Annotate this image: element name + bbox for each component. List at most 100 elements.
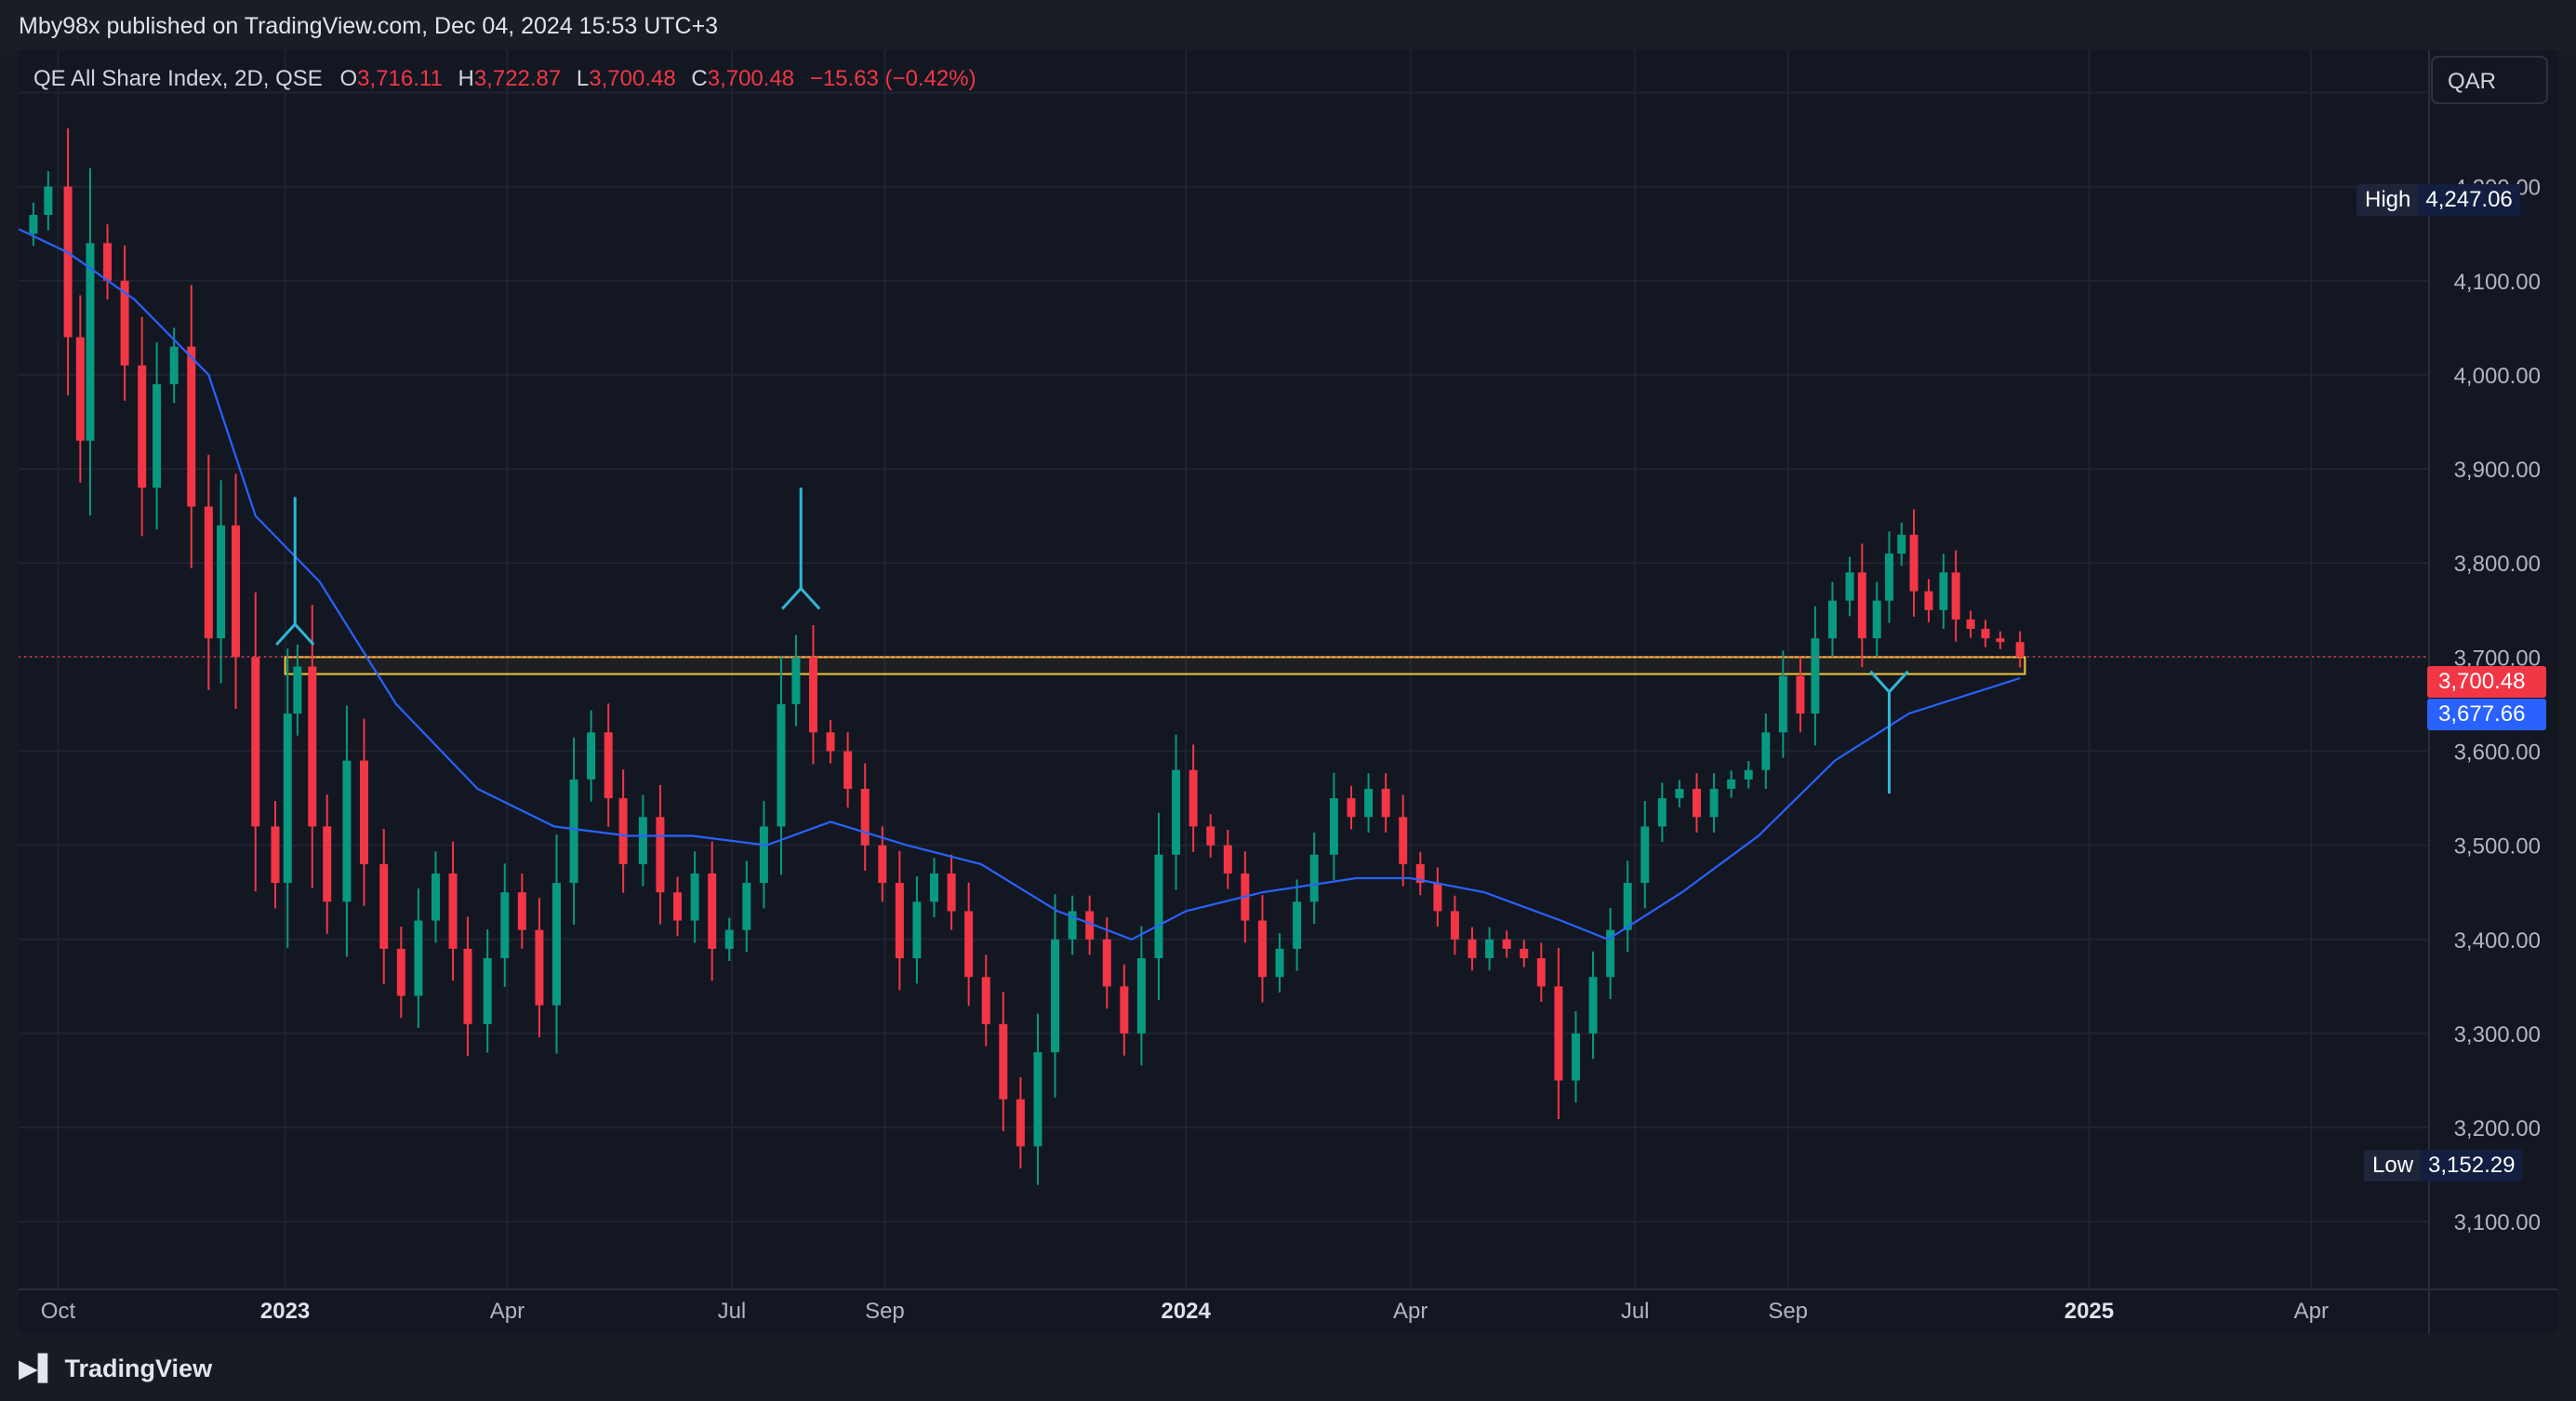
candle-body: [587, 732, 596, 780]
candle-body: [1845, 572, 1854, 601]
candle-body: [232, 525, 241, 658]
candle-body: [1206, 826, 1215, 846]
candle-body: [947, 873, 956, 912]
candle-body: [1309, 854, 1319, 902]
candle-body: [1897, 534, 1906, 554]
candle-body: [1924, 591, 1933, 610]
candle-body: [964, 911, 974, 978]
candle-body: [1796, 675, 1805, 714]
candle-body: [1415, 863, 1425, 884]
candle-body: [1554, 986, 1563, 1081]
candle-body: [1588, 977, 1598, 1034]
candle-body: [808, 657, 817, 733]
candle-body: [153, 384, 162, 488]
y-tick-label: 4,000.00: [2454, 364, 2541, 389]
y-tick-label: 4,100.00: [2454, 270, 2541, 295]
candle-body: [618, 798, 628, 864]
candle-body: [379, 863, 389, 949]
candle-body: [1872, 600, 1881, 639]
candle-body: [187, 346, 196, 507]
candle-body: [1033, 1052, 1042, 1147]
arrow-down-head: [275, 621, 315, 646]
candle-body: [1939, 572, 1948, 610]
candle-body: [204, 506, 213, 639]
x-tick-label: 2023: [260, 1299, 310, 1324]
high-tag-label: High: [2365, 187, 2411, 212]
moving-average-line: [19, 228, 2021, 941]
candle-body: [981, 977, 990, 1024]
candle-body: [791, 657, 801, 704]
candle-body: [1102, 939, 1111, 987]
candle-body: [1399, 817, 1408, 864]
candle-body: [463, 948, 472, 1024]
candle-body: [1257, 920, 1267, 978]
candle-body: [1909, 534, 1919, 592]
candle-body: [1857, 572, 1866, 639]
x-tick-label: Apr: [490, 1299, 524, 1324]
candle-body: [724, 929, 734, 949]
candle-body: [638, 817, 647, 864]
candle-body: [1068, 911, 1077, 940]
change-value: −15.63 (−0.42%): [809, 66, 976, 91]
x-tick-label: Sep: [865, 1299, 905, 1324]
candle-body: [217, 525, 226, 639]
candle-body: [1536, 958, 1546, 987]
high-tag-value: 4,247.06: [2418, 184, 2520, 216]
candle-body: [1675, 788, 1684, 799]
high-value-legend: 3,722.87: [473, 66, 562, 91]
candle-body: [517, 892, 526, 930]
candle-body: [360, 760, 369, 864]
candle-body: [1884, 554, 1893, 601]
candle-body: [690, 873, 699, 921]
candle-body: [396, 948, 405, 996]
x-tick-label: Jul: [718, 1299, 747, 1324]
tradingview-logo[interactable]: ▶▌ TradingView: [19, 1354, 212, 1383]
candle-body: [1709, 788, 1719, 818]
candle-body: [843, 751, 853, 789]
candle-body: [1381, 788, 1390, 818]
x-tick-label: Jul: [1621, 1299, 1650, 1324]
price-chart[interactable]: 3,100.00 3,200.00 3,300.00 3,400.00 3,500.00…: [19, 50, 2557, 1334]
candle-body: [1811, 638, 1820, 714]
arrow-down-head: [781, 586, 821, 610]
candle-body: [878, 845, 887, 884]
x-axis[interactable]: Oct 2023 Apr Jul Sep 2024 Apr Jul Sep 2025 Apr: [19, 1288, 2557, 1324]
footer: ▶▌ TradingView: [0, 1334, 2576, 1401]
brand-name: TradingView: [64, 1354, 213, 1382]
candle-body: [1761, 732, 1771, 770]
ma-price-value: 3,677.66: [2438, 701, 2526, 727]
ma-price-tag: 3,677.66: [2427, 699, 2546, 730]
x-tick-label: Sep: [1768, 1299, 1808, 1324]
candle-body: [342, 760, 352, 902]
candle-body: [431, 873, 440, 921]
candle-body: [759, 826, 768, 884]
candle-body: [138, 365, 147, 488]
candle-body: [1172, 769, 1181, 855]
low-value-legend: 3,700.48: [589, 66, 676, 91]
last-price-tag: 3,700.48: [2427, 666, 2546, 698]
candle-body: [552, 883, 562, 1006]
candle-body: [1085, 911, 1095, 940]
candle-body: [1502, 939, 1511, 949]
tradingview-logo-icon: ▶▌: [19, 1354, 58, 1383]
candle-body: [930, 873, 939, 902]
candle-body: [1293, 901, 1302, 949]
x-tick-label: Apr: [1393, 1299, 1427, 1324]
candle-body: [1693, 788, 1702, 818]
candle-body: [604, 732, 613, 799]
open-label: O: [339, 66, 358, 91]
support-zone: [284, 656, 2026, 675]
y-tick-label: 3,900.00: [2454, 458, 2541, 483]
x-tick-label: 2024: [1161, 1299, 1211, 1324]
candle-body: [656, 817, 665, 893]
chart-area[interactable]: 3,100.00 3,200.00 3,300.00 3,400.00 3,500.00…: [19, 50, 2557, 1334]
candle-body: [1016, 1099, 1025, 1147]
candle-body: [1136, 958, 1146, 1034]
candle-body: [271, 826, 280, 884]
candle-body: [708, 873, 717, 949]
y-tick-label: 3,400.00: [2454, 928, 2541, 954]
x-tick-label: Oct: [41, 1299, 76, 1324]
currency-button[interactable]: QAR: [2431, 56, 2548, 104]
candle-body: [103, 243, 113, 281]
candle-body: [895, 883, 904, 959]
